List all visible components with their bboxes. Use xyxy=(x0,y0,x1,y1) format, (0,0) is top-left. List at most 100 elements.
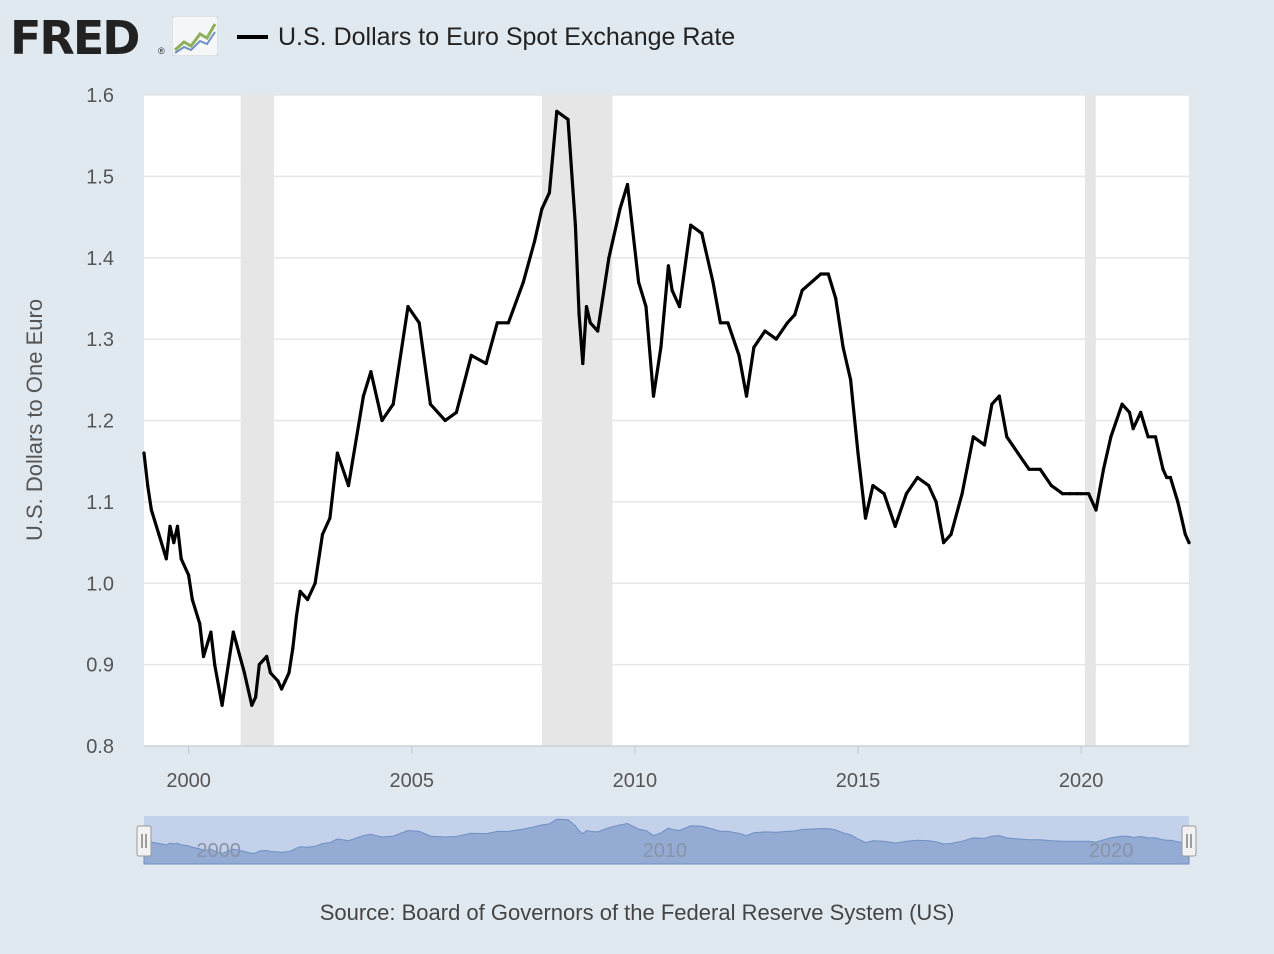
data-point[interactable] xyxy=(971,435,975,439)
data-point[interactable] xyxy=(406,305,410,309)
data-point[interactable] xyxy=(1183,532,1187,537)
data-point[interactable] xyxy=(982,443,987,447)
data-point[interactable] xyxy=(294,614,299,618)
data-point[interactable] xyxy=(596,329,600,333)
data-point[interactable] xyxy=(927,484,931,488)
data-point[interactable] xyxy=(346,484,351,488)
data-point[interactable] xyxy=(149,508,153,512)
data-point[interactable] xyxy=(1131,427,1135,431)
data-point[interactable] xyxy=(1153,435,1158,439)
data-point[interactable] xyxy=(417,321,421,325)
data-point[interactable] xyxy=(540,207,544,211)
data-point[interactable] xyxy=(856,451,860,455)
data-point[interactable] xyxy=(157,532,161,537)
data-point[interactable] xyxy=(666,264,671,268)
data-point[interactable] xyxy=(335,451,339,455)
data-point[interactable] xyxy=(677,305,682,309)
data-point[interactable] xyxy=(949,532,953,537)
data-point[interactable] xyxy=(1120,402,1124,406)
data-point[interactable] xyxy=(644,305,648,309)
handle-body[interactable] xyxy=(136,825,152,857)
data-point[interactable] xyxy=(187,573,191,577)
data-point[interactable] xyxy=(328,516,332,520)
handle-body[interactable] xyxy=(1181,825,1197,857)
data-point[interactable] xyxy=(313,581,317,585)
data-point[interactable] xyxy=(276,679,280,683)
data-point[interactable] xyxy=(1087,492,1091,496)
range-navigator[interactable]: 2000 2010 2020 xyxy=(136,816,1197,865)
data-point[interactable] xyxy=(1101,467,1106,471)
data-point[interactable] xyxy=(618,207,622,211)
series-title[interactable]: U.S. Dollars to Euro Spot Exchange Rate xyxy=(278,23,736,51)
data-point[interactable] xyxy=(146,484,150,488)
data-point[interactable] xyxy=(1165,475,1169,480)
data-point[interactable] xyxy=(1027,467,1031,471)
data-point[interactable] xyxy=(521,280,525,284)
data-point[interactable] xyxy=(361,394,365,398)
data-point[interactable] xyxy=(711,280,715,284)
data-point[interactable] xyxy=(904,492,909,496)
fred-logo[interactable]: FRED xyxy=(10,11,140,65)
data-point[interactable] xyxy=(1161,467,1165,471)
data-point[interactable] xyxy=(242,671,246,675)
data-point[interactable] xyxy=(584,305,589,309)
data-point[interactable] xyxy=(915,475,920,480)
data-point[interactable] xyxy=(201,654,206,659)
data-point[interactable] xyxy=(834,296,838,300)
data-point[interactable] xyxy=(800,288,804,292)
data-point[interactable] xyxy=(893,524,897,528)
data-point[interactable] xyxy=(213,663,217,667)
data-point[interactable] xyxy=(231,630,235,634)
data-point[interactable] xyxy=(280,687,284,691)
data-point[interactable] xyxy=(495,321,499,325)
data-point[interactable] xyxy=(142,451,146,455)
data-point[interactable] xyxy=(942,541,946,545)
series-layer[interactable] xyxy=(142,109,1191,707)
data-point[interactable] xyxy=(793,313,797,317)
data-point[interactable] xyxy=(1180,516,1184,520)
data-point[interactable] xyxy=(737,353,741,357)
data-point[interactable] xyxy=(547,191,552,195)
data-point[interactable] xyxy=(577,313,581,317)
data-point[interactable] xyxy=(1068,492,1072,496)
data-point[interactable] xyxy=(1109,435,1113,439)
data-point[interactable] xyxy=(689,223,693,227)
data-point[interactable] xyxy=(882,492,886,496)
data-point[interactable] xyxy=(268,671,272,675)
data-point[interactable] xyxy=(718,321,723,325)
data-point[interactable] xyxy=(469,353,473,357)
data-point[interactable] xyxy=(863,516,868,520)
data-point[interactable] xyxy=(168,524,172,528)
data-point[interactable] xyxy=(1075,492,1079,496)
data-point[interactable] xyxy=(637,280,641,284)
data-point[interactable] xyxy=(209,630,213,634)
data-point[interactable] xyxy=(841,345,845,349)
data-point[interactable] xyxy=(997,394,1001,398)
data-point[interactable] xyxy=(774,337,778,341)
data-point[interactable] xyxy=(220,703,224,707)
data-point[interactable] xyxy=(726,321,730,325)
data-point[interactable] xyxy=(1176,500,1180,504)
data-point[interactable] xyxy=(484,361,488,366)
data-point[interactable] xyxy=(287,671,291,675)
data-point[interactable] xyxy=(1094,508,1098,512)
data-point[interactable] xyxy=(700,231,704,235)
data-point[interactable] xyxy=(573,223,578,227)
data-point[interactable] xyxy=(443,418,447,423)
data-point[interactable] xyxy=(306,597,310,602)
data-point[interactable] xyxy=(391,402,395,406)
data-point[interactable] xyxy=(1168,475,1172,480)
data-point[interactable] xyxy=(179,557,183,561)
data-point[interactable] xyxy=(1016,451,1020,455)
data-point[interactable] xyxy=(164,557,168,561)
data-point[interactable] xyxy=(283,679,287,683)
data-point[interactable] xyxy=(254,695,258,699)
data-point[interactable] xyxy=(752,345,756,349)
data-point[interactable] xyxy=(257,663,261,667)
navigator-handle-left-icon[interactable] xyxy=(136,825,152,857)
data-point[interactable] xyxy=(1079,492,1083,496)
data-point[interactable] xyxy=(265,654,269,659)
data-point[interactable] xyxy=(625,182,630,187)
data-point[interactable] xyxy=(250,703,254,707)
data-point[interactable] xyxy=(1005,435,1009,439)
